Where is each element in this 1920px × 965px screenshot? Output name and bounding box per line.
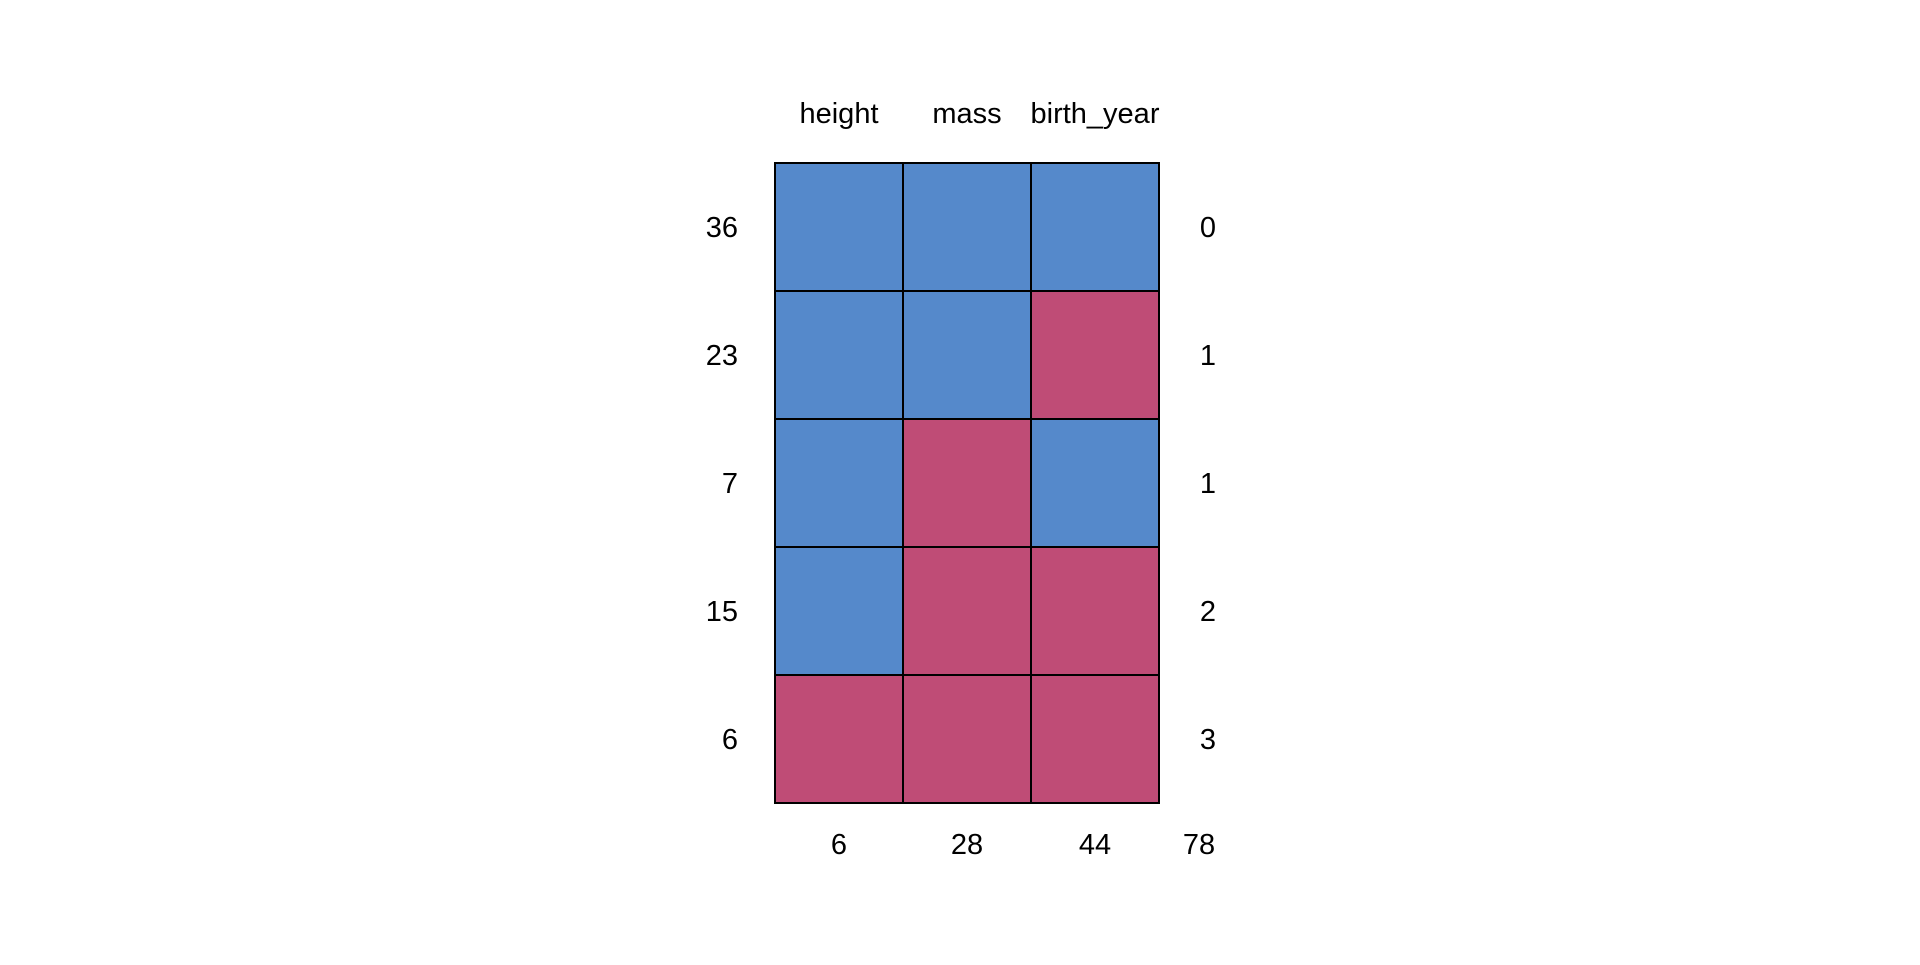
column-label-layer: height mass birth_year (799, 98, 1159, 130)
row-missing-total-label: 0 (1200, 212, 1216, 244)
cell-r1-mass (902, 290, 1032, 420)
column-label-birth-year: birth_year (1031, 98, 1160, 130)
cell-r2-mass (902, 418, 1032, 548)
cell-r2-height (774, 418, 904, 548)
cell-r3-birth-year (1030, 546, 1160, 676)
cell-r1-birth-year (1030, 290, 1160, 420)
cell-r2-birth-year (1030, 418, 1160, 548)
cell-r4-height (774, 674, 904, 804)
cell-r3-height (774, 546, 904, 676)
row-count-label: 6 (722, 724, 738, 756)
row-count-label: 23 (706, 340, 738, 372)
row-missing-total-label: 1 (1200, 340, 1216, 372)
row-missing-total-label: 1 (1200, 468, 1216, 500)
cell-r3-mass (902, 546, 1032, 676)
cell-r4-mass (902, 674, 1032, 804)
row-count-layer: 36 23 7 15 6 (706, 212, 738, 756)
column-missing-total-label: 44 (1079, 829, 1111, 861)
row-missing-total-label: 3 (1200, 724, 1216, 756)
column-missing-total-label: 28 (951, 829, 983, 861)
cell-r0-mass (902, 162, 1032, 292)
cell-r0-height (774, 162, 904, 292)
row-count-label: 7 (722, 468, 738, 500)
cell-r1-height (774, 290, 904, 420)
column-missing-total-label: 6 (831, 829, 847, 861)
column-label-height: height (799, 98, 878, 130)
total-missing-label: 78 (1183, 829, 1215, 861)
row-missing-total-label: 2 (1200, 596, 1216, 628)
cell-r0-birth-year (1030, 162, 1160, 292)
cell-r4-birth-year (1030, 674, 1160, 804)
row-count-label: 36 (706, 212, 738, 244)
column-label-mass: mass (932, 98, 1001, 130)
cell-layer (774, 162, 1160, 804)
row-total-layer: 0 1 1 2 3 (1200, 212, 1216, 756)
row-count-label: 15 (706, 596, 738, 628)
column-total-layer: 6 28 44 78 (831, 829, 1215, 861)
